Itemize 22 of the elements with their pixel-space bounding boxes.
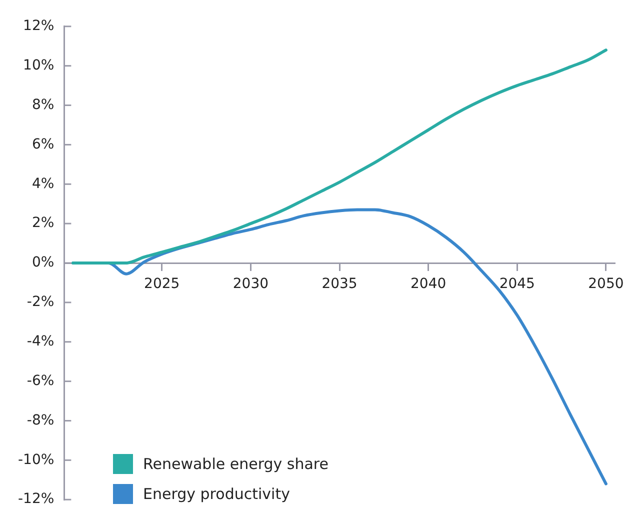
y-tick-label: -6% xyxy=(26,372,54,389)
x-tick-label: 2030 xyxy=(232,276,269,292)
y-tick-label: 8% xyxy=(32,96,54,113)
y-tick-label: 2% xyxy=(32,215,54,232)
legend-label: Energy productivity xyxy=(143,485,290,503)
y-tick-label: -10% xyxy=(18,452,54,468)
x-tick-label: 2050 xyxy=(588,276,624,292)
x-tick-label: 2035 xyxy=(322,276,358,292)
y-tick-label: 12% xyxy=(23,18,54,34)
y-tick-label: 6% xyxy=(32,136,54,152)
line-series xyxy=(72,48,608,264)
x-tick-label: 2045 xyxy=(499,276,535,292)
x-tick-label: 2025 xyxy=(144,276,180,292)
y-tick-label: 10% xyxy=(23,57,54,74)
y-tick-label: -4% xyxy=(26,334,54,350)
x-tick-label: 2040 xyxy=(410,276,446,292)
y-tick-label: 0% xyxy=(32,254,54,271)
legend-label: Renewable energy share xyxy=(143,455,328,473)
y-tick-label: -8% xyxy=(26,412,54,428)
y-tick-label: -12% xyxy=(18,491,54,508)
y-tick-label: -2% xyxy=(26,294,54,310)
y-tick-label: 4% xyxy=(32,176,54,192)
